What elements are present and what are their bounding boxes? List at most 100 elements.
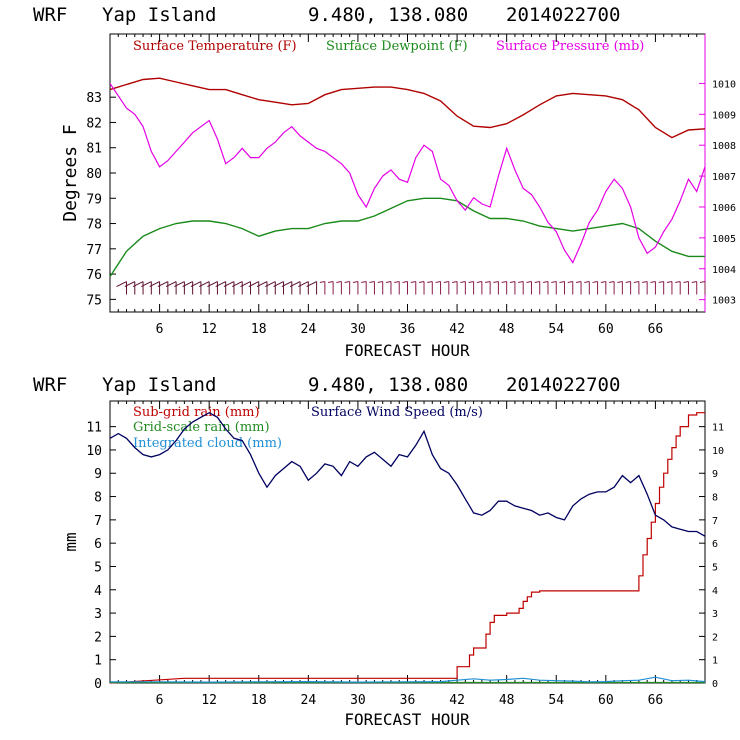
y2-tick-label: 8 bbox=[712, 493, 718, 504]
bottom-series-lines bbox=[109, 411, 706, 684]
wind-barb-flag bbox=[600, 281, 606, 284]
y2-tick-label: 1007 bbox=[712, 172, 736, 183]
wind-barb-flag bbox=[377, 281, 383, 284]
wind-barb-flag bbox=[518, 281, 524, 284]
y-tick-label: 82 bbox=[86, 116, 102, 131]
wind-barb-flag bbox=[132, 281, 144, 287]
legend-surface-temperature: Surface Temperature (F) bbox=[133, 39, 297, 54]
wind-barb-flag bbox=[666, 281, 673, 284]
wind-barb-flag bbox=[141, 281, 152, 287]
wind-barb-flag bbox=[207, 281, 218, 287]
y-tick-label: 4 bbox=[94, 584, 102, 599]
wind-barb-flag bbox=[116, 281, 127, 287]
y-tick-label: 2 bbox=[94, 630, 102, 645]
wind-barb-flag bbox=[385, 281, 392, 284]
wind-barb-flag bbox=[509, 281, 516, 284]
series-line-surface-dewpoint bbox=[109, 197, 705, 277]
series-line-integrated-cloud bbox=[110, 676, 706, 683]
y2-tick-label: 4 bbox=[712, 586, 718, 597]
y2-tick-label: 6 bbox=[712, 539, 718, 550]
x-tick-label: 24 bbox=[301, 693, 317, 708]
wind-barb-flag bbox=[625, 281, 631, 284]
wind-barb-flag bbox=[617, 281, 623, 284]
y-tick-label: 11 bbox=[86, 421, 102, 436]
wind-barb-flag bbox=[427, 281, 433, 284]
y-tick-label: 81 bbox=[86, 142, 102, 157]
wind-barb-flag bbox=[369, 281, 375, 284]
x-tick-label: 6 bbox=[156, 322, 164, 337]
top-legend: Surface Temperature (F) Surface Dewpoint… bbox=[133, 39, 644, 54]
wind-barb-flag bbox=[567, 281, 573, 284]
wind-barb-flag bbox=[608, 281, 615, 284]
wind-barb-flag bbox=[633, 281, 639, 284]
wind-barb-flag bbox=[248, 281, 259, 287]
top-x-axis-label: FORECAST HOUR bbox=[344, 341, 470, 360]
wind-barb-flag bbox=[501, 281, 507, 284]
x-tick-label: 30 bbox=[350, 693, 366, 708]
wind-barb-flag bbox=[190, 281, 202, 287]
wind-barb-flag bbox=[551, 281, 557, 284]
y2-tick-label: 10 bbox=[712, 446, 724, 457]
bottom-header-coords: 9.480, 138.080 bbox=[308, 374, 468, 396]
wind-barb-flag bbox=[476, 281, 482, 284]
series-line-surface-temperature bbox=[109, 77, 706, 139]
series-line-surface-pressure bbox=[109, 83, 706, 264]
wind-barb-flag bbox=[361, 281, 367, 284]
y-tick-label: 10 bbox=[86, 444, 102, 459]
wind-barb-flag bbox=[699, 281, 706, 284]
bottom-header-model: WRF bbox=[33, 374, 67, 396]
x-tick-label: 54 bbox=[548, 693, 564, 708]
wind-barb-flag bbox=[658, 281, 664, 284]
y-tick-label: 83 bbox=[86, 91, 102, 106]
legend-grid-scale-rain: Grid-scale rain (mm) bbox=[133, 420, 270, 435]
y-tick-label: 5 bbox=[94, 560, 102, 575]
top-plot-frame bbox=[109, 33, 706, 313]
wind-barb-flag bbox=[584, 281, 590, 284]
x-tick-label: 12 bbox=[201, 693, 217, 708]
wind-barb-flag bbox=[306, 281, 317, 287]
wind-barb-flag bbox=[231, 281, 243, 287]
x-tick-label: 18 bbox=[251, 322, 267, 337]
bottom-x-axis-label: FORECAST HOUR bbox=[344, 710, 470, 729]
wind-barb-flag bbox=[402, 281, 408, 284]
wind-barb-flag bbox=[124, 281, 136, 287]
x-tick-label: 36 bbox=[400, 693, 416, 708]
x-tick-label: 18 bbox=[251, 693, 267, 708]
series-line-surface-wind-speed bbox=[109, 411, 706, 537]
wind-barb-flag bbox=[650, 281, 656, 284]
x-tick-label: 30 bbox=[350, 322, 366, 337]
wind-barb-flag bbox=[493, 281, 499, 284]
wind-barb-flag bbox=[435, 281, 441, 284]
wind-barb-flag bbox=[165, 281, 177, 287]
y-tick-label: 1 bbox=[94, 654, 102, 669]
y2-tick-label: 1009 bbox=[712, 110, 736, 121]
y-tick-label: 0 bbox=[94, 677, 102, 692]
y2-tick-label: 1004 bbox=[712, 265, 736, 276]
y2-tick-label: 5 bbox=[712, 562, 718, 573]
wind-barb-flag bbox=[592, 281, 598, 284]
y2-tick-label: 1010 bbox=[712, 79, 736, 90]
top-header-coords: 9.480, 138.080 bbox=[308, 4, 468, 26]
y2-tick-label: 7 bbox=[712, 516, 718, 527]
x-tick-label: 42 bbox=[449, 322, 465, 337]
y2-tick-label: 9 bbox=[712, 469, 718, 480]
top-y-axis-label: Degrees F bbox=[60, 124, 81, 222]
bottom-y-ticks: 0 1 2 3 4 5 6 7 8 9 10 11 bbox=[86, 421, 116, 692]
series-line-subgrid-rain bbox=[109, 412, 705, 684]
y-tick-label: 79 bbox=[86, 192, 102, 207]
y2-tick-label: 1008 bbox=[712, 141, 736, 152]
wind-barb-flag bbox=[265, 281, 276, 287]
x-tick-label: 66 bbox=[648, 322, 664, 337]
bottom-y-axis-label: mm bbox=[61, 532, 80, 551]
wind-barb-flag bbox=[240, 281, 251, 287]
wind-barb-flag bbox=[675, 281, 681, 284]
y-tick-label: 8 bbox=[94, 491, 102, 506]
wind-barb-flag bbox=[298, 281, 309, 287]
y-tick-label: 9 bbox=[94, 467, 102, 482]
top-x-ticks: 6 12 18 24 30 36 42 48 54 60 66 bbox=[117, 34, 698, 337]
x-tick-label: 24 bbox=[301, 322, 317, 337]
wind-barb-flag bbox=[256, 281, 268, 287]
wind-barb-flag bbox=[352, 281, 359, 284]
wind-barb-flag bbox=[336, 281, 342, 284]
